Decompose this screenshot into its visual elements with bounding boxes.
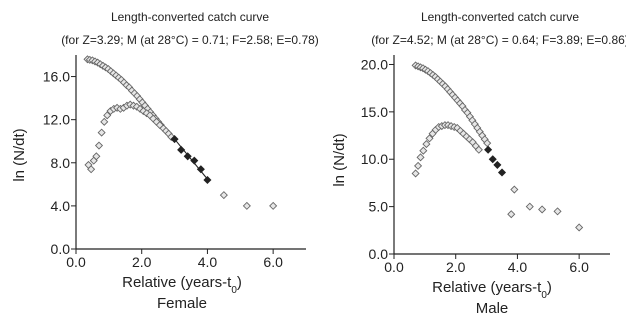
data-point-open [242, 201, 251, 210]
y-axis-label: ln (N/dt) [331, 133, 348, 186]
chart-title: Length-converted catch curve [111, 10, 269, 24]
x-tick-label: 2.0 [132, 254, 152, 270]
data-point-open [414, 161, 423, 170]
data-point-open [100, 117, 109, 126]
female-panel: Length-converted catch curve (for Z=3.29;… [11, 10, 319, 312]
chart-title: Length-converted catch curve [421, 10, 579, 24]
data-point-open [510, 185, 519, 194]
data-point-open [142, 109, 151, 118]
data-point-filled [170, 135, 179, 144]
panel-label: Female [157, 295, 207, 312]
data-point-open [155, 121, 164, 130]
data-point-filled [497, 168, 507, 177]
y-tick-label: 16.0 [43, 69, 70, 85]
data-point-filled [196, 165, 205, 174]
data-point-filled [488, 155, 497, 164]
x-tick-label: 4.0 [508, 259, 528, 275]
data-point-open [92, 152, 101, 161]
x-axis-label: Relative (years-t0) [122, 274, 242, 296]
data-point-open [575, 223, 584, 232]
data-point-open [507, 210, 516, 219]
y-tick-label: 12.0 [43, 112, 70, 128]
data-point-open [416, 153, 425, 162]
data-point-filled [177, 145, 186, 154]
x-axis-label: Relative (years-t0) [432, 279, 552, 301]
male-panel: Length-converted catch curve (for Z=4.52;… [331, 10, 626, 317]
data-point-open [425, 134, 434, 143]
data-point-open [553, 207, 562, 216]
y-axis-label: ln (N/dt) [11, 128, 28, 181]
x-tick-label: 4.0 [198, 254, 218, 270]
y-tick-label: 15.0 [361, 104, 388, 120]
chart-subtitle: (for Z=4.52; M (at 28°C) = 0.64; F=3.89;… [371, 33, 626, 47]
data-point-filled [493, 160, 502, 169]
y-tick-label: 8.0 [51, 155, 71, 171]
y-tick-label: 10.0 [361, 151, 388, 167]
data-point-open [538, 205, 547, 214]
data-point-filled [190, 156, 199, 165]
data-point-filled [484, 145, 493, 154]
data-point-open [483, 139, 492, 148]
x-tick-label: 2.0 [446, 259, 466, 275]
data-point-open [269, 201, 278, 210]
y-tick-label: 0.0 [51, 241, 71, 257]
y-tick-label: 5.0 [369, 199, 389, 215]
data-point-open [167, 132, 176, 141]
data-point-open [87, 165, 96, 174]
y-tick-label: 0.0 [369, 246, 389, 262]
y-tick-label: 20.0 [361, 56, 388, 72]
data-point-open [474, 145, 483, 154]
data-point-open [97, 128, 106, 137]
chart-subtitle: (for Z=3.29; M (at 28°C) = 0.71; F=2.58;… [61, 33, 319, 47]
x-tick-label: 0.0 [66, 254, 86, 270]
data-point-filled [183, 152, 192, 161]
data-point-open [525, 202, 534, 211]
data-point-open [94, 141, 104, 150]
data-point-open [219, 191, 228, 200]
data-point-open [103, 111, 112, 120]
x-tick-label: 0.0 [384, 259, 404, 275]
x-tick-label: 6.0 [569, 259, 589, 275]
data-point-open [419, 146, 428, 155]
x-tick-label: 6.0 [263, 254, 283, 270]
y-tick-label: 4.0 [51, 198, 71, 214]
data-point-open [422, 140, 431, 149]
data-point-filled [203, 175, 212, 185]
panel-label: Male [476, 300, 509, 317]
data-point-open [411, 169, 420, 178]
